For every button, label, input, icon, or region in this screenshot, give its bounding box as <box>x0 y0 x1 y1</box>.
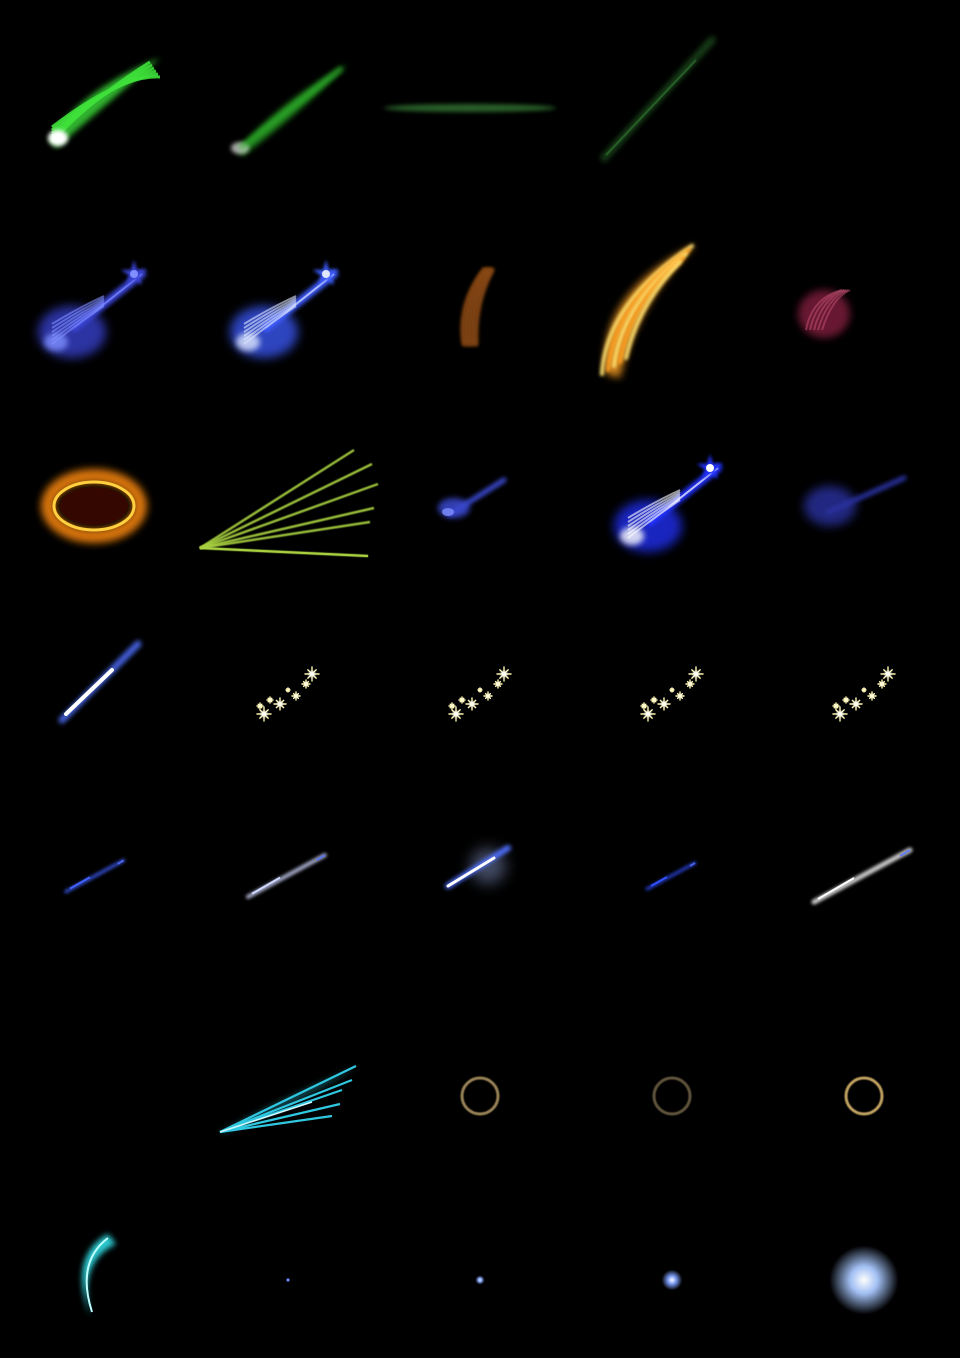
blue-dash-3-sprite <box>576 776 768 968</box>
green-comet-soft-sprite-graphic <box>231 64 348 156</box>
blue-dash-1-sprite <box>0 776 192 968</box>
empty-cell <box>768 0 960 192</box>
ring-2-sprite <box>576 970 768 1162</box>
fire-ring-sprite <box>0 388 192 580</box>
ring-1-sprite <box>384 970 576 1162</box>
blue-star-comet-sprite <box>576 388 768 580</box>
blue-dash-4-sprite-graphic <box>811 847 913 905</box>
blue-white-streak-sprite <box>0 582 192 774</box>
blue-dim-comet-sprite-graphic <box>804 475 907 526</box>
blue-dash-1-sprite-graphic <box>64 858 126 894</box>
orange-flame-tail-sprite-graphic <box>600 244 696 378</box>
blue-white-streak-sprite-graphic <box>58 640 142 724</box>
green-streak-horizontal-sprite <box>384 0 576 192</box>
sparkle-trail-3-sprite <box>576 582 768 774</box>
green-streak-diagonal-sprite <box>576 0 768 192</box>
blue-small-comet-sprite-graphic <box>438 477 507 518</box>
cyan-crescent-sprite <box>0 1164 192 1356</box>
blue-orb-tiny-sprite <box>192 1164 384 1356</box>
blue-small-comet-sprite <box>384 388 576 580</box>
sparkle-trail-4-sprite-graphic <box>832 666 896 722</box>
ring-3-sprite-graphic <box>844 1076 884 1116</box>
blue-star-comet-dim-sprite <box>0 194 192 386</box>
green-light-rays-sprite-graphic <box>199 448 379 558</box>
sparkle-trail-2-sprite <box>384 582 576 774</box>
blue-star-comet-bright-sprite <box>192 194 384 386</box>
comet-shape <box>48 58 161 148</box>
blue-orb-medium-sprite-graphic <box>661 1269 683 1291</box>
blue-star-comet-sprite-graphic <box>614 454 724 552</box>
blue-dash-2-sprite-graphic <box>245 853 327 899</box>
green-comet-soft-sprite <box>192 0 384 192</box>
blue-dash-3-sprite-graphic <box>645 861 697 891</box>
cyan-light-rays-sprite-graphic <box>219 1065 358 1134</box>
green-comet-bright-sprite-graphic <box>48 58 161 148</box>
brown-flame-sprite <box>384 194 576 386</box>
orange-flame-tail-sprite <box>576 194 768 386</box>
crimson-flame-sprite <box>768 194 960 386</box>
empty-cell-2 <box>0 970 192 1162</box>
crimson-flame-sprite-graphic <box>798 289 851 338</box>
blue-dash-2-sprite <box>192 776 384 968</box>
sparkle-trail-4-sprite <box>768 582 960 774</box>
blue-star-comet-bright-sprite-graphic <box>230 260 340 358</box>
fire-ring-sprite-graphic <box>41 469 147 543</box>
blue-dash-glow-sprite-graphic <box>445 845 511 889</box>
blue-star-comet-dim-sprite-graphic <box>38 260 148 358</box>
empty-cell-graphic <box>768 0 960 192</box>
blue-dash-4-sprite <box>768 776 960 968</box>
green-light-rays-sprite <box>192 388 384 580</box>
sparkle-trail-1-sprite-graphic <box>256 666 320 722</box>
blue-orb-large-sprite-graphic <box>829 1245 899 1315</box>
blue-dim-comet-sprite <box>768 388 960 580</box>
green-streak-diagonal-sprite-graphic <box>600 36 716 162</box>
blue-orb-large-sprite <box>768 1164 960 1356</box>
ring-2-sprite-graphic <box>652 1076 692 1116</box>
blue-orb-small-sprite-graphic <box>475 1275 485 1285</box>
brown-flame-sprite-graphic <box>460 267 495 347</box>
sparkle-trail-3-sprite-graphic <box>640 666 704 722</box>
ring-1-sprite-graphic <box>460 1076 500 1116</box>
blue-dash-glow-sprite <box>384 776 576 968</box>
green-streak-horizontal-sprite-graphic <box>384 104 556 112</box>
cyan-light-rays-sprite <box>192 970 384 1162</box>
ring-3-sprite <box>768 970 960 1162</box>
empty-cell-2-graphic <box>0 970 192 1162</box>
green-comet-bright-sprite <box>0 0 192 192</box>
sparkle-trail-2-sprite-graphic <box>448 666 512 722</box>
blue-orb-small-sprite <box>384 1164 576 1356</box>
cyan-crescent-sprite-graphic <box>82 1234 116 1316</box>
blue-orb-tiny-sprite-graphic <box>285 1277 291 1283</box>
sparkle-trail-1-sprite <box>192 582 384 774</box>
blue-orb-medium-sprite <box>576 1164 768 1356</box>
